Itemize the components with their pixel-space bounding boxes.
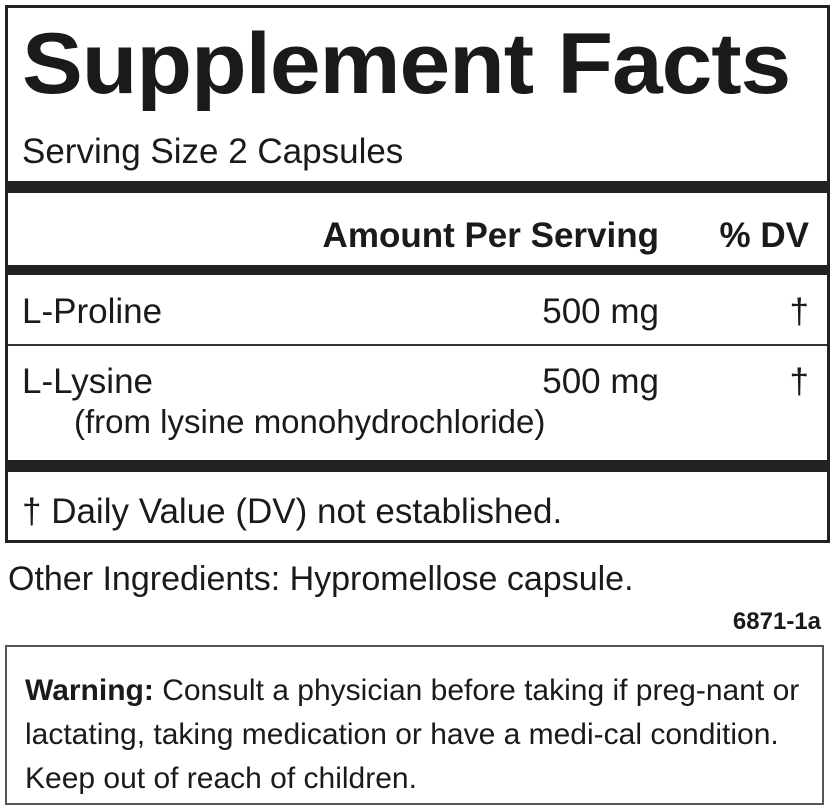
nutrient-name: L-Lysine xyxy=(22,362,153,401)
warning-body: Consult a physician before taking if pre… xyxy=(25,674,800,795)
warning-text: Warning: Consult a physician before taki… xyxy=(25,669,810,801)
nutrient-amount: 500 mg xyxy=(542,292,659,331)
header-dv: % DV xyxy=(719,216,809,255)
divider-thick xyxy=(8,265,827,275)
label-code: 6871-1a xyxy=(732,608,821,635)
nutrient-dv: † xyxy=(789,362,809,401)
divider-thick xyxy=(8,460,827,472)
warning-label: Warning: xyxy=(25,674,154,707)
serving-size: Serving Size 2 Capsules xyxy=(22,132,404,171)
nutrient-dv: † xyxy=(789,292,809,331)
divider-thick xyxy=(8,181,827,193)
nutrient-source: (from lysine monohydrochloride) xyxy=(74,403,546,440)
header-amount: Amount Per Serving xyxy=(322,216,659,255)
warning-box: Warning: Consult a physician before taki… xyxy=(5,645,824,805)
nutrient-name: L-Proline xyxy=(22,292,163,331)
panel-title: Supplement Facts xyxy=(22,16,791,112)
supplement-facts-panel: Supplement Facts Serving Size 2 Capsules… xyxy=(5,5,830,543)
nutrient-amount: 500 mg xyxy=(542,362,659,401)
divider-thin xyxy=(8,344,827,346)
other-ingredients: Other Ingredients: Hypromellose capsule. xyxy=(8,560,634,598)
dv-footnote: † Daily Value (DV) not established. xyxy=(22,492,563,531)
